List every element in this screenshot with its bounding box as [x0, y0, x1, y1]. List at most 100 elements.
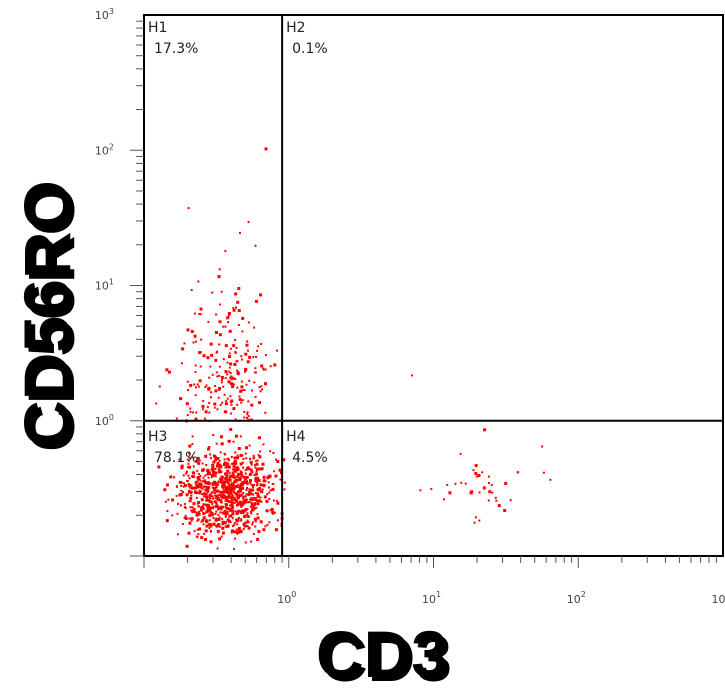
event-dot [215, 442, 218, 445]
event-dot [246, 519, 249, 522]
event-dot [219, 303, 222, 306]
event-dot [190, 519, 193, 522]
event-dot [211, 482, 215, 486]
event-dot [214, 456, 217, 459]
event-dot [242, 491, 245, 494]
event-dot [199, 307, 203, 311]
event-dot [206, 405, 209, 408]
event-dot [242, 458, 245, 460]
event-dot [214, 471, 218, 475]
event-dot [180, 362, 183, 365]
event-dot [228, 491, 231, 494]
event-dot [187, 389, 189, 392]
event-dot [215, 371, 218, 374]
event-dot [248, 355, 252, 359]
event-dot [249, 481, 252, 484]
event-dot [252, 521, 254, 524]
event-dot [199, 351, 202, 354]
event-dot [244, 499, 248, 503]
event-dot [246, 468, 249, 471]
event-dot [213, 482, 216, 484]
event-dot [235, 346, 238, 349]
event-dot [221, 401, 224, 404]
event-dot [469, 491, 473, 495]
event-dot [194, 482, 197, 485]
event-dot [430, 487, 433, 490]
event-dot [241, 474, 244, 477]
event-dot [191, 471, 195, 475]
event-dot [549, 478, 552, 481]
event-dot [189, 484, 192, 487]
event-dot [208, 527, 211, 530]
event-dot [240, 501, 243, 505]
event-dot [238, 488, 242, 492]
event-dot [239, 493, 242, 497]
event-dot [245, 476, 249, 479]
event-dot [259, 496, 262, 499]
event-dot [205, 499, 208, 502]
event-dot [208, 411, 211, 414]
event-dot [460, 481, 463, 484]
event-dot [238, 477, 242, 480]
event-dot [230, 492, 233, 495]
event-dot [226, 397, 229, 400]
event-dot [232, 496, 235, 499]
event-dot [224, 402, 228, 406]
event-dot [190, 491, 193, 494]
event-dot [276, 460, 280, 463]
event-dot [189, 500, 192, 503]
event-dot [215, 504, 218, 508]
event-dot [228, 472, 231, 475]
event-dot [230, 412, 232, 415]
event-dot [230, 375, 233, 378]
event-dot [262, 479, 266, 483]
event-dot [259, 483, 263, 487]
event-dot [210, 507, 213, 509]
plot-frame [143, 14, 724, 557]
event-dot [199, 313, 202, 316]
event-dot [157, 465, 161, 469]
event-dot [255, 356, 258, 358]
event-dot [189, 410, 192, 413]
event-dot [200, 520, 203, 523]
event-dot [217, 517, 221, 521]
event-dot [226, 518, 230, 522]
event-dot [180, 464, 184, 468]
event-dot [196, 502, 199, 505]
event-dot [274, 528, 278, 532]
event-dot [198, 313, 201, 315]
event-dot [254, 395, 257, 398]
event-dot [243, 501, 246, 504]
event-dot [236, 496, 239, 499]
event-dot [192, 465, 195, 468]
event-dot [221, 517, 224, 520]
event-dot [194, 394, 197, 397]
event-dot [247, 526, 251, 530]
event-dot [230, 510, 233, 512]
x-axis-title-text: CD3 [316, 617, 448, 691]
event-dot [264, 368, 267, 371]
quadrant-name-h4: H4 [286, 429, 306, 445]
event-dot [184, 505, 186, 508]
event-dot [265, 509, 269, 513]
event-dot [212, 434, 215, 436]
quadrant-name-h3: H3 [148, 429, 167, 445]
event-dot [215, 489, 219, 493]
event-dot [171, 514, 174, 517]
event-dot [207, 320, 210, 323]
event-dot [229, 504, 231, 507]
event-dot [251, 504, 255, 508]
event-dot [194, 491, 198, 495]
event-dot [491, 491, 494, 494]
event-dot [199, 506, 202, 509]
event-dot [260, 500, 263, 503]
event-dot [207, 476, 210, 479]
event-dot [250, 470, 253, 473]
event-dot [203, 512, 206, 515]
event-dot [219, 505, 222, 508]
event-dot [261, 488, 264, 491]
event-dot [259, 520, 263, 524]
event-dot [251, 486, 254, 488]
event-dot [215, 497, 217, 499]
